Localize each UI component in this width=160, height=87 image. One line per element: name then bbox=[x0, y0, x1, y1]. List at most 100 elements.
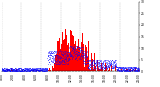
Point bbox=[117, 69, 120, 71]
Point bbox=[134, 70, 137, 71]
Point bbox=[94, 68, 96, 70]
Point bbox=[48, 56, 50, 57]
Point bbox=[6, 69, 9, 70]
Point bbox=[90, 68, 93, 69]
Point bbox=[14, 69, 16, 70]
Point bbox=[119, 68, 121, 69]
Point bbox=[98, 64, 100, 66]
Point bbox=[40, 68, 43, 69]
Point bbox=[137, 66, 139, 68]
Point bbox=[107, 66, 109, 68]
Point bbox=[70, 54, 72, 56]
Point bbox=[30, 68, 32, 70]
Point bbox=[28, 69, 31, 71]
Point bbox=[31, 71, 33, 72]
Point bbox=[16, 68, 18, 70]
Point bbox=[97, 66, 100, 67]
Point bbox=[49, 53, 52, 54]
Point bbox=[118, 66, 121, 68]
Point bbox=[102, 64, 105, 66]
Point bbox=[102, 67, 105, 68]
Point bbox=[77, 47, 80, 48]
Point bbox=[40, 68, 43, 69]
Point bbox=[44, 68, 46, 70]
Point bbox=[26, 67, 29, 69]
Point bbox=[132, 70, 134, 71]
Point bbox=[74, 51, 76, 52]
Point bbox=[56, 63, 58, 64]
Point bbox=[95, 65, 97, 66]
Point bbox=[93, 62, 96, 64]
Point bbox=[96, 62, 98, 64]
Point bbox=[13, 69, 16, 71]
Point bbox=[121, 66, 123, 67]
Point bbox=[97, 64, 100, 65]
Point bbox=[25, 71, 28, 72]
Point bbox=[116, 69, 119, 70]
Point bbox=[2, 71, 5, 72]
Point bbox=[33, 68, 36, 69]
Point bbox=[134, 69, 137, 70]
Point bbox=[108, 62, 111, 63]
Point bbox=[56, 55, 59, 57]
Point bbox=[83, 51, 86, 52]
Point bbox=[93, 61, 96, 63]
Point bbox=[37, 69, 40, 71]
Point bbox=[86, 62, 88, 64]
Point bbox=[46, 63, 49, 64]
Point bbox=[72, 47, 75, 49]
Point bbox=[36, 70, 38, 71]
Point bbox=[7, 68, 9, 70]
Point bbox=[81, 52, 83, 54]
Point bbox=[27, 70, 30, 72]
Point bbox=[49, 51, 52, 53]
Point bbox=[42, 68, 45, 70]
Point bbox=[130, 67, 132, 69]
Point bbox=[19, 70, 22, 72]
Point bbox=[12, 69, 14, 70]
Point bbox=[83, 60, 86, 61]
Point bbox=[75, 58, 78, 59]
Point bbox=[63, 60, 65, 62]
Point bbox=[72, 47, 75, 48]
Point bbox=[6, 69, 9, 70]
Point bbox=[43, 68, 45, 70]
Point bbox=[96, 61, 98, 62]
Point bbox=[20, 70, 23, 71]
Point bbox=[12, 70, 15, 72]
Point bbox=[135, 70, 138, 71]
Point bbox=[123, 67, 126, 69]
Point bbox=[92, 59, 94, 61]
Point bbox=[43, 68, 46, 69]
Point bbox=[26, 69, 28, 71]
Point bbox=[105, 64, 107, 65]
Point bbox=[24, 69, 26, 70]
Point bbox=[83, 63, 86, 65]
Point bbox=[104, 61, 107, 62]
Point bbox=[4, 70, 6, 72]
Point bbox=[56, 59, 59, 60]
Point bbox=[4, 70, 7, 71]
Point bbox=[11, 68, 14, 69]
Point bbox=[100, 64, 103, 66]
Point bbox=[23, 69, 26, 71]
Point bbox=[129, 70, 131, 72]
Point bbox=[136, 68, 139, 69]
Point bbox=[55, 54, 58, 56]
Point bbox=[114, 65, 117, 67]
Point bbox=[71, 55, 73, 57]
Point bbox=[113, 62, 116, 63]
Point bbox=[23, 70, 25, 71]
Point bbox=[123, 67, 126, 69]
Point bbox=[42, 68, 45, 69]
Point bbox=[132, 68, 134, 70]
Point bbox=[101, 63, 103, 65]
Point bbox=[125, 70, 128, 71]
Point bbox=[78, 49, 81, 50]
Point bbox=[134, 69, 136, 71]
Point bbox=[42, 68, 45, 70]
Point bbox=[98, 68, 100, 70]
Point bbox=[89, 67, 91, 68]
Point bbox=[28, 69, 30, 70]
Point bbox=[55, 56, 58, 57]
